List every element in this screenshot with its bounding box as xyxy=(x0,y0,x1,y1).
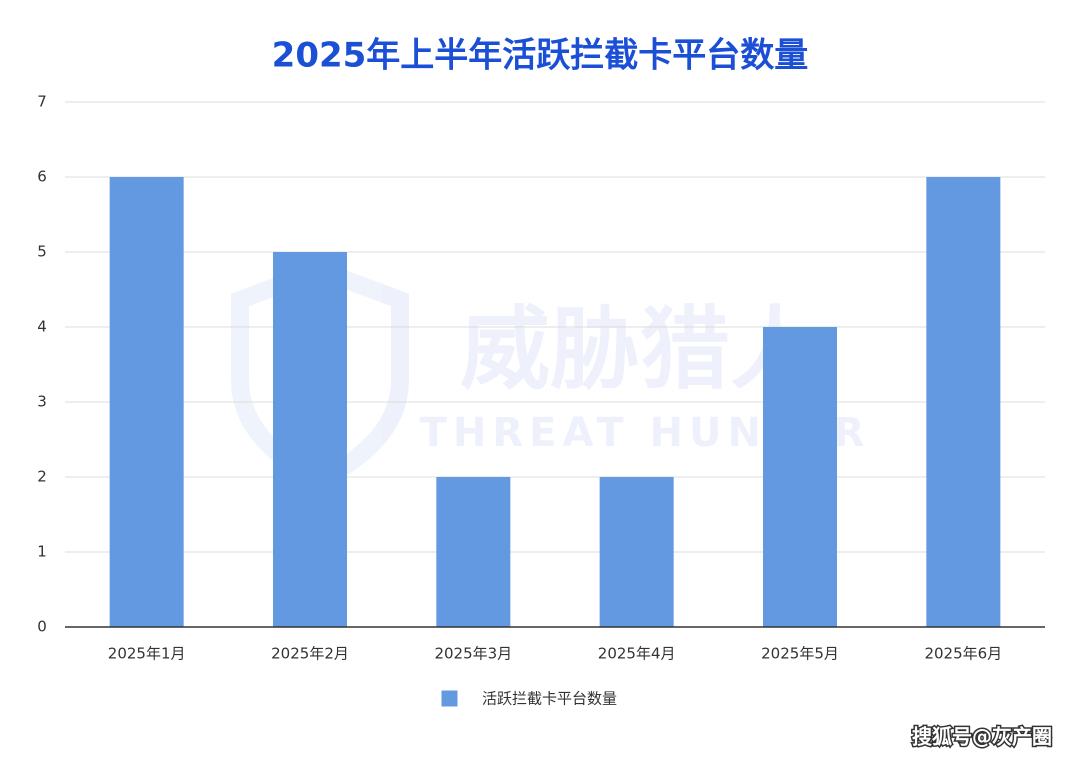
y-tick-label: 3 xyxy=(37,393,47,411)
x-tick-label: 2025年2月 xyxy=(271,645,349,663)
bar xyxy=(599,477,674,627)
x-tick-label: 2025年3月 xyxy=(434,645,512,663)
source: 搜狐号@灰产圈 xyxy=(912,725,1052,749)
legend-swatch xyxy=(440,689,459,708)
bar xyxy=(926,177,1001,627)
x-tick-label: 2025年4月 xyxy=(598,645,676,663)
bar xyxy=(273,252,347,627)
y-tick-label: 4 xyxy=(37,318,47,336)
x-tick-label: 2025年6月 xyxy=(924,645,1002,663)
legend-label: 活跃拦截卡平台数量 xyxy=(482,690,617,708)
chart-title: 2025年上半年活跃拦截卡平台数量 xyxy=(272,36,809,76)
bar xyxy=(109,177,184,627)
y-tick-label: 6 xyxy=(37,168,47,186)
bar xyxy=(436,477,511,627)
bar xyxy=(763,327,837,627)
y-tick-label: 7 xyxy=(37,93,47,111)
y-tick-label: 5 xyxy=(37,243,47,261)
y-tick-label: 2 xyxy=(37,468,47,486)
x-tick-label: 2025年5月 xyxy=(761,645,839,663)
y-tick-label: 1 xyxy=(37,543,47,561)
y-tick-label: 0 xyxy=(37,618,47,636)
x-tick-label: 2025年1月 xyxy=(108,645,186,663)
watermark-text: 威胁猎人 xyxy=(460,297,820,402)
